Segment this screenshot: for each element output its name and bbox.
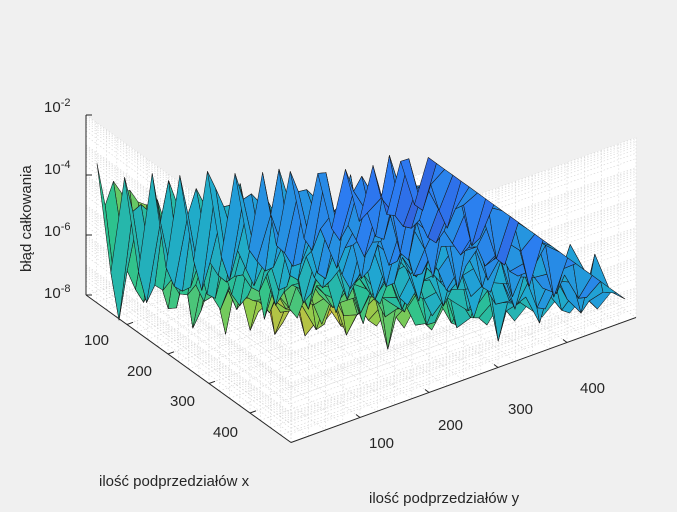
y-tick-label-400: 400 [580,380,605,397]
surface-mesh [96,155,626,350]
x-axis-tick-300 [208,380,216,384]
z-tick-label-1e-6: 10-6 [44,221,70,240]
y-tick-label-100: 100 [369,435,394,452]
x-axis-line [85,294,292,443]
y-axis-line [290,317,637,443]
grid-line-floor-x-475 [280,309,626,436]
y-tick-labels: 100 200 300 400 [369,380,605,452]
grid-line-right-z-5 [290,293,637,420]
grid-line-floor-x-450 [270,302,616,429]
y-axis-label: ilość podprzedziałów y [369,490,520,507]
x-axis-label: ilość podprzedziałów x [99,473,250,490]
y-tick-label-200: 200 [438,417,463,434]
y-axis-tick-200 [424,389,430,393]
x-tick-label-100: 100 [84,332,109,349]
z-axis-label: błąd całkowania [18,165,35,272]
z-tick-label-1e-8: 10-8 [44,283,70,302]
grid-line-floor-x-425 [260,295,606,421]
x-tick-label-300: 300 [170,393,195,410]
x-axis-tick-100 [126,321,134,325]
x-tick-label-200: 200 [127,363,152,380]
z-tick-labels: 10-2 10-4 10-6 10-8 [44,97,70,302]
y-axis-tick-400 [562,339,568,343]
z-tick-label-1e-2: 10-2 [44,97,70,116]
x-axis-tick-200 [167,351,175,355]
x-tick-label-400: 400 [213,424,238,441]
axes-lines [85,114,637,443]
surface-face-0-23 [414,157,437,211]
y-tick-label-300: 300 [508,401,533,418]
x-tick-labels: 100 200 300 400 [84,332,238,441]
grid-line-right-z-1 [290,308,637,434]
grid-line-floor-y-50 [120,282,326,431]
y-axis-tick-100 [355,414,361,418]
z-tick-label-1e-4: 10-4 [44,159,70,178]
grid-line-right-z-7 [290,290,637,416]
y-axis-tick-300 [493,364,499,368]
x-axis-tick-400 [249,410,257,414]
